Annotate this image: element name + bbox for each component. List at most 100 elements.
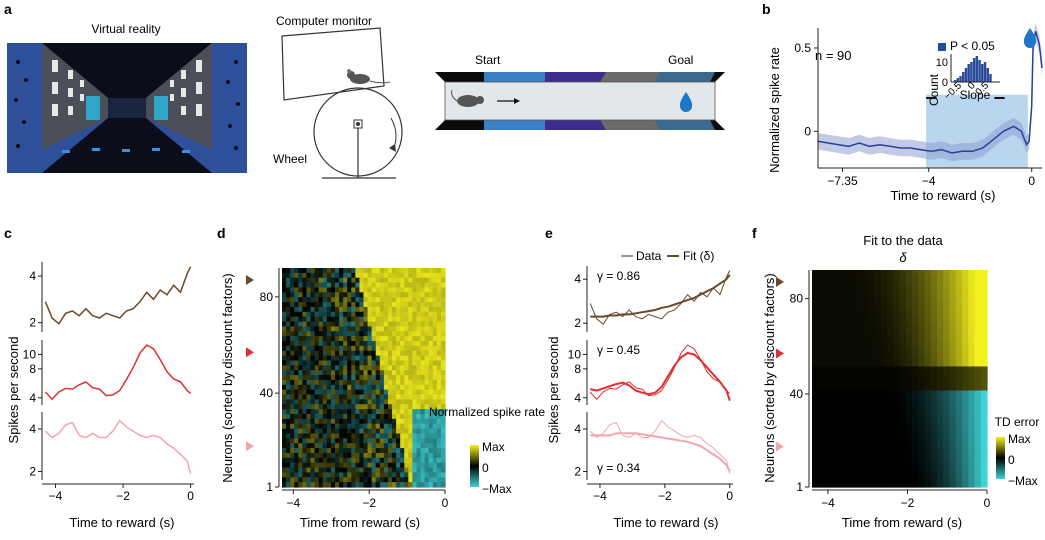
sub2-y-tick-label-0: 2: [29, 465, 36, 479]
track-goal-label: Goal: [668, 53, 693, 67]
inset-xlabel: Slope: [960, 88, 991, 102]
panel-a: a Virtual reality: [4, 1, 725, 179]
sub2-y-tick-label-0: 2: [574, 465, 581, 479]
x-tick-label-0: −4: [593, 489, 607, 503]
panel-f-label: f: [752, 225, 757, 241]
x-tick-label-1: −2: [658, 489, 672, 503]
y-tick-label-0: 1: [796, 480, 803, 494]
inset-y-tick-label-1: 10: [936, 57, 948, 69]
x-tick-label-1: −2: [362, 496, 376, 510]
inset-y-tick-label-0: 0: [942, 77, 948, 89]
sub1-gamma: γ = 0.45: [597, 343, 640, 357]
sub1-y-tick-label-0: 4: [29, 391, 36, 405]
inset-bar-1: [956, 78, 960, 82]
monitor-label: Computer monitor: [276, 14, 372, 28]
x-tick-label-2: 0: [442, 496, 449, 510]
row-marker-0: [776, 276, 784, 287]
wheel-label: Wheel: [273, 152, 307, 166]
panel-d-label: d: [217, 225, 226, 241]
panel-f: f Fit to the data δ 1 40 80 −4 −2 0 Max 0 −Max T…: [752, 225, 1039, 530]
chart-c-xlabel: Time to reward (s): [70, 515, 175, 530]
sub2-data-line: [589, 419, 731, 474]
sub1-y-tick-label-1: 8: [574, 362, 581, 376]
inset-bar-12: [986, 68, 989, 82]
chart-d: 1 40 80 −4 −2 0 Max 0 −Max: [246, 268, 512, 510]
mouse-icon: [347, 69, 391, 84]
chart-e-xlabel: Time to reward (s): [614, 515, 719, 530]
sub1-fit-line: [589, 351, 731, 402]
y-tick-label-1: 40: [260, 386, 274, 400]
inset-ylabel: Count: [927, 73, 941, 106]
inset-bar-3: [962, 72, 965, 82]
x-tick-label-0: −7.35: [827, 174, 858, 188]
x-tick-label-2: 0: [984, 496, 991, 510]
chart-d-ylabel: Neurons (sorted by discount factors): [220, 273, 235, 483]
chart-d-colorbar-title: Normalized spike rate: [429, 405, 545, 419]
panel-c-label: c: [4, 225, 12, 241]
sub1-y-tick-label-1: 8: [29, 362, 36, 376]
track-segment-steel: [655, 72, 715, 82]
track-segment-grey: [600, 72, 660, 82]
inset-bar-4: [964, 68, 968, 82]
colorbar: [470, 445, 479, 487]
panel-e-label: e: [545, 225, 553, 241]
sub1-data-line: [589, 344, 731, 400]
chart-c-ylabel: Spikes per second: [6, 337, 21, 444]
sub0-line: [44, 266, 192, 325]
panel-b-label: b: [762, 1, 771, 17]
chart-f-colorbar-title: TD error: [995, 415, 1040, 429]
sub1-line: [44, 344, 192, 401]
y-tick-label-2: 80: [260, 290, 274, 304]
chart-f-subtitle: δ: [899, 250, 907, 265]
inset-bar-6: [970, 62, 973, 82]
inset-bar-13: [989, 74, 992, 82]
x-tick-label-2: 0: [726, 489, 733, 503]
series-line: [817, 31, 1043, 154]
vr-scene: [7, 43, 247, 173]
inset-legend: P < 0.05: [950, 39, 995, 53]
x-tick-label-0: −4: [821, 496, 835, 510]
inset-bar-0: [953, 80, 957, 82]
legend-fit: Fit (δ): [683, 249, 714, 263]
sub1-y-tick-label-0: 4: [574, 391, 581, 405]
sub2-fit-line: [590, 432, 731, 472]
inset-bar-8: [975, 56, 979, 82]
chart-b-xlabel: Time to reward (s): [891, 188, 996, 203]
chart-c: 2 4 4 810 2 4 −4 −2 0: [23, 262, 194, 503]
chart-d-xlabel: Time from reward (s): [300, 515, 420, 530]
chart-e-ylabel: Spikes per second: [546, 337, 561, 444]
x-tick-label-1: −4: [922, 174, 936, 188]
sub2-y-tick-label-1: 4: [574, 422, 581, 436]
track-segment-purple: [545, 72, 606, 82]
row-marker-1: [246, 347, 254, 358]
y-tick-label-0: 0: [804, 124, 811, 138]
inset-bar-11: [983, 62, 987, 82]
track-mouse-icon: [451, 89, 484, 107]
x-tick-label-0: −4: [49, 489, 63, 503]
x-tick-label-0: −4: [287, 496, 301, 510]
x-tick-label-1: −2: [116, 489, 130, 503]
water-drop-icon: [679, 92, 693, 112]
colorbar-label-0: Max: [482, 440, 505, 454]
vr-title: Virtual reality: [91, 22, 160, 36]
series-band: [818, 23, 1042, 162]
inset-bar-10: [981, 64, 984, 82]
sub0-y-tick-label-1: 4: [574, 272, 581, 286]
colorbar-label-0: Max: [1008, 432, 1031, 446]
panel-d: d 1 40 80 −4 −2 0 Max 0 −Max Time from reward (s…: [217, 225, 545, 530]
x-tick-label-2: 0: [187, 489, 194, 503]
colorbar-label-2: −Max: [482, 482, 512, 496]
sub0-y-tick-label-0: 2: [29, 316, 36, 330]
sub2-y-tick-label-1: 4: [29, 422, 36, 436]
rig-illustration: Computer monitor Wheel: [273, 14, 403, 179]
reward-drop-icon: [1023, 28, 1037, 48]
sub1-y-tick-label-2: 10: [23, 347, 37, 361]
chart-b: −7.35 −4 0 0 0.5: [794, 23, 1043, 188]
sub2-gamma: γ = 0.34: [597, 461, 640, 475]
x-tick-label-2: 0: [1028, 174, 1035, 188]
legend-data: Data: [636, 249, 662, 263]
inset-bar-5: [967, 64, 970, 82]
colorbar-label-2: −Max: [1008, 474, 1038, 488]
